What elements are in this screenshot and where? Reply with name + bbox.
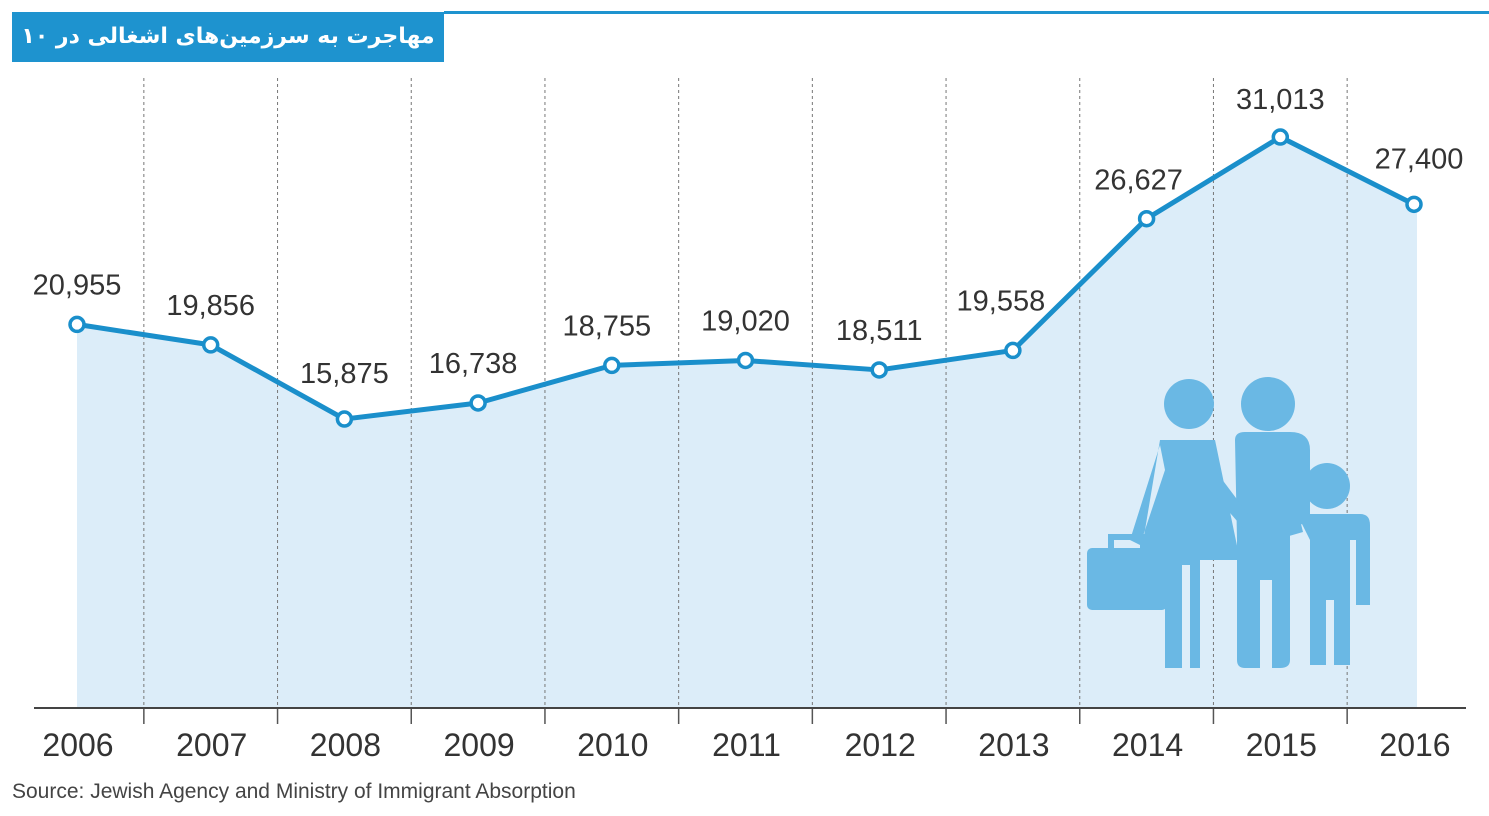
x-tick-label: 2015 (1246, 727, 1317, 763)
data-label: 15,875 (300, 358, 389, 390)
x-tick-label: 2014 (1112, 727, 1183, 763)
data-point (335, 410, 354, 428)
data-label: 19,020 (701, 305, 790, 337)
data-label: 18,755 (562, 310, 651, 342)
suitcase-handle-icon (1108, 534, 1146, 548)
x-tick-label: 2016 (1379, 727, 1450, 763)
data-point (1271, 128, 1290, 146)
source-note: Source: Jewish Agency and Ministry of Im… (12, 780, 576, 803)
data-point (1137, 209, 1156, 228)
suitcase-icon (1087, 548, 1167, 610)
data-label: 16,738 (429, 348, 518, 380)
data-point (870, 361, 888, 379)
data-label: 20,955 (33, 269, 122, 301)
area-fill (77, 137, 1417, 708)
family-icon-father (1235, 432, 1310, 668)
chart-title: مهاجرت به سرزمین‌های اشغالی در ۱۰ سال گذ… (12, 12, 444, 99)
title-rule (444, 11, 1489, 14)
data-point (1004, 341, 1022, 360)
x-tick-label: 2010 (577, 727, 648, 763)
x-tick-label: 2006 (42, 727, 113, 763)
data-point (603, 356, 621, 375)
data-label: 27,400 (1375, 143, 1464, 175)
family-icon-mother-head (1164, 379, 1214, 429)
data-label: 31,013 (1236, 84, 1325, 116)
x-tick-label: 2013 (978, 727, 1049, 763)
data-point (68, 315, 86, 334)
family-icon-mother (1130, 440, 1240, 668)
data-point (736, 351, 755, 370)
family-icon-child (1300, 514, 1370, 665)
data-label: 26,627 (1094, 165, 1183, 197)
family-icon-arm (1210, 470, 1303, 545)
x-tick-label: 2007 (176, 727, 247, 763)
family-icon-father-head (1241, 377, 1295, 431)
data-label: 19,856 (166, 290, 255, 322)
x-tick-label: 2012 (845, 727, 916, 763)
family-icon-child-head (1304, 463, 1350, 509)
x-tick-label: 2011 (712, 727, 781, 763)
data-point (1405, 195, 1423, 214)
data-point (469, 394, 487, 412)
data-label: 18,511 (836, 315, 923, 347)
x-tick-label: 2009 (444, 727, 515, 763)
x-tick-label: 2008 (310, 727, 381, 763)
data-label: 19,558 (957, 285, 1046, 317)
data-point (201, 336, 220, 354)
